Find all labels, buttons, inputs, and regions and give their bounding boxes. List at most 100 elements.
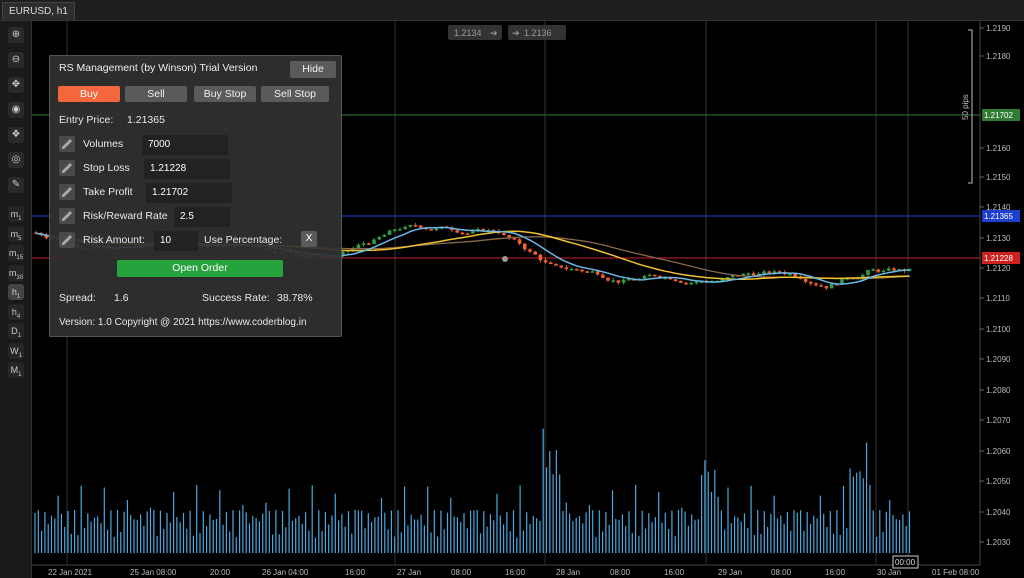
globe-icon[interactable]: ◉	[8, 102, 24, 118]
risk-reward-field[interactable]: 2.5	[174, 207, 230, 227]
timeframe-m30[interactable]: m30	[8, 264, 24, 281]
candle-body	[382, 234, 387, 237]
candle-body	[533, 251, 537, 255]
risk-reward-label: Risk/Reward Rate	[83, 210, 168, 222]
price-tick-label: 1.2030	[986, 538, 1011, 547]
tab-bar: EURUSD, h1	[0, 0, 1024, 21]
price-tick-label: 1.2190	[986, 24, 1011, 33]
edit-stop-loss-icon[interactable]	[59, 160, 75, 176]
stop-loss-label: Stop Loss	[83, 162, 130, 174]
open-order-button[interactable]: Open Order	[117, 260, 283, 277]
candle-body	[450, 228, 454, 231]
candle-body	[356, 244, 361, 248]
edit-risk-amount-icon[interactable]	[59, 232, 75, 248]
entry-price-label: Entry Price:	[59, 114, 114, 126]
layers-icon[interactable]: ❖	[8, 127, 24, 143]
candle-body	[393, 229, 397, 231]
edit-risk-reward-icon[interactable]	[59, 208, 75, 224]
take-profit-label: Take Profit	[83, 186, 133, 198]
sell-stop-button[interactable]: Sell Stop	[261, 86, 329, 102]
candle-body	[606, 277, 610, 281]
candle-body	[590, 271, 595, 273]
risk-amount-label: Risk Amount:	[83, 234, 145, 246]
sell-button[interactable]: Sell	[125, 86, 187, 102]
hide-button[interactable]: Hide	[290, 61, 336, 78]
time-tick-label: 22 Jan 2021	[48, 568, 93, 577]
use-percentage-label: Use Percentage:	[204, 234, 283, 246]
stop-loss-price-label: 1.21228	[984, 254, 1013, 263]
stop-loss-field[interactable]: 1.21228	[144, 159, 230, 179]
timeframe-h1[interactable]: h1	[8, 284, 24, 300]
candle-body	[517, 239, 522, 244]
risk-amount-field[interactable]: 10	[154, 231, 198, 251]
edit-take-profit-icon[interactable]	[59, 184, 75, 200]
candle-body	[757, 273, 761, 276]
candle-body	[585, 271, 589, 273]
bid-badge	[448, 25, 502, 40]
timeframe-m5[interactable]: m5	[8, 225, 24, 242]
candle-body	[465, 233, 470, 235]
candle-body	[564, 267, 569, 269]
timeframe-M1[interactable]: M1	[8, 362, 24, 378]
candle-body	[907, 268, 912, 271]
time-tick-label: 16:00	[664, 568, 685, 577]
take-profit-price-label: 1.21702	[984, 111, 1013, 120]
candle-body	[871, 269, 875, 272]
timeframe-m1[interactable]: m1	[8, 206, 24, 222]
zoom-out-icon[interactable]: ⊖	[8, 52, 24, 68]
entry-price-tag	[982, 210, 1020, 222]
candle-body	[803, 278, 808, 282]
crosshair-icon[interactable]: ✥	[8, 77, 24, 93]
candle-body	[616, 280, 621, 283]
candle-body	[554, 264, 558, 266]
volumes-label: Volumes	[83, 138, 124, 150]
buy-button[interactable]: Buy	[58, 86, 120, 102]
candle-body	[777, 271, 782, 273]
volumes-field[interactable]: 7000	[142, 135, 228, 155]
candle-body	[699, 281, 704, 283]
candle-body	[876, 269, 881, 272]
success-rate-label: Success Rate:	[202, 292, 270, 304]
time-tick-label: 20:00	[210, 568, 231, 577]
candle-body	[595, 271, 600, 275]
candle-body	[569, 268, 574, 271]
candle-body	[507, 235, 511, 239]
timeframe-D1[interactable]: D1	[8, 323, 24, 339]
price-tick-label: 1.2140	[986, 203, 1011, 212]
chart-tab[interactable]: EURUSD, h1	[2, 2, 75, 20]
price-tick-label: 1.2150	[986, 173, 1011, 182]
price-tick-label: 1.2080	[986, 386, 1011, 395]
current-time-box	[892, 555, 919, 569]
candle-body	[44, 235, 49, 239]
take-profit-field[interactable]: 1.21702	[146, 183, 232, 203]
candle-body	[512, 238, 517, 240]
price-tick-label: 1.2090	[986, 355, 1011, 364]
candle-body	[403, 226, 407, 230]
settings-icon[interactable]: ✎	[8, 177, 24, 193]
time-tick-label: 27 Jan	[397, 568, 421, 577]
candle-body	[793, 273, 797, 277]
price-tick-label: 1.2100	[986, 325, 1011, 334]
pips-bracket	[968, 29, 973, 184]
timeframe-W1[interactable]: W1	[8, 342, 24, 359]
zoom-in-icon[interactable]: ⊕	[8, 27, 24, 43]
candle-body	[809, 281, 813, 284]
buy-stop-button[interactable]: Buy Stop	[194, 86, 256, 102]
timeframe-m15[interactable]: m15	[8, 245, 24, 261]
candle-body	[767, 271, 771, 274]
ask-arrow-icon: ➔	[512, 28, 520, 38]
time-tick-label: 08:00	[771, 568, 792, 577]
eye-icon[interactable]: ◎	[8, 152, 24, 168]
candle-body	[887, 268, 891, 271]
time-tick-label: 08:00	[451, 568, 472, 577]
edit-volumes-icon[interactable]	[59, 136, 75, 152]
candle-body	[429, 229, 433, 231]
time-tick-label: 29 Jan	[718, 568, 742, 577]
timeframe-h4[interactable]: h4	[8, 303, 24, 320]
use-percentage-toggle[interactable]: X	[301, 231, 317, 247]
panel-title: RS Management (by Winson) Trial Version	[59, 62, 258, 74]
candle-body	[398, 229, 402, 231]
version-text: Version: 1.0 Copyright @ 2021 https://ww…	[59, 317, 307, 328]
candle-body	[408, 225, 413, 227]
rs-management-panel: RS Management (by Winson) Trial Version …	[49, 55, 342, 337]
